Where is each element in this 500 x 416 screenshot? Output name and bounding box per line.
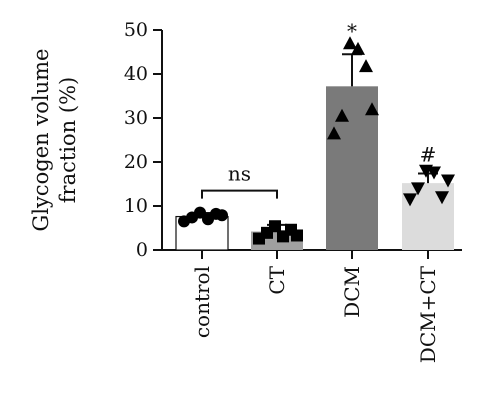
point-circle: [194, 206, 206, 219]
annotations: ns * #: [201, 19, 437, 199]
significance-asterisk: *: [347, 19, 357, 43]
point-triangle-up: [359, 59, 373, 73]
bars: [175, 86, 454, 251]
y-tick-label: 30: [124, 107, 148, 129]
point-triangle-up: [351, 41, 365, 55]
x-tick-label: CT: [265, 265, 289, 294]
point-triangle-down: [441, 174, 455, 188]
error-bars: [192, 53, 438, 232]
point-triangle-down: [435, 191, 449, 205]
x-axis: control CT DCM DCM+CT: [162, 249, 462, 363]
point-triangle-down: [403, 193, 417, 207]
point-square: [269, 220, 281, 233]
significance-hash: #: [420, 142, 437, 166]
y-axis-title-line: fraction (%): [56, 77, 80, 203]
y-tick-label: 10: [124, 195, 148, 217]
x-tick-label: control: [190, 266, 214, 338]
significance-bracket: [201, 189, 278, 199]
point-triangle-up: [343, 36, 357, 50]
x-tick-label: DCM+CT: [416, 265, 440, 363]
point-square: [291, 229, 303, 242]
point-triangle-up: [365, 102, 379, 116]
y-tick-label: 0: [136, 239, 148, 261]
significance-label: ns: [228, 162, 251, 186]
y-axis: 0 10 20 30 40 50: [124, 19, 163, 261]
y-axis-title: Glycogen volume fraction (%): [29, 49, 80, 232]
point-circle: [216, 209, 228, 222]
y-tick-label: 20: [124, 151, 148, 173]
point-triangle-up: [335, 108, 349, 122]
y-tick-label: 40: [124, 63, 148, 85]
point-triangle-up: [327, 126, 341, 140]
y-axis-title-line: Glycogen volume: [29, 49, 53, 232]
data-points: [178, 36, 455, 245]
point-triangle-down: [411, 182, 425, 196]
y-tick-label: 50: [124, 19, 148, 41]
x-tick-label: DCM: [340, 266, 364, 318]
point-triangle-down: [427, 166, 441, 180]
